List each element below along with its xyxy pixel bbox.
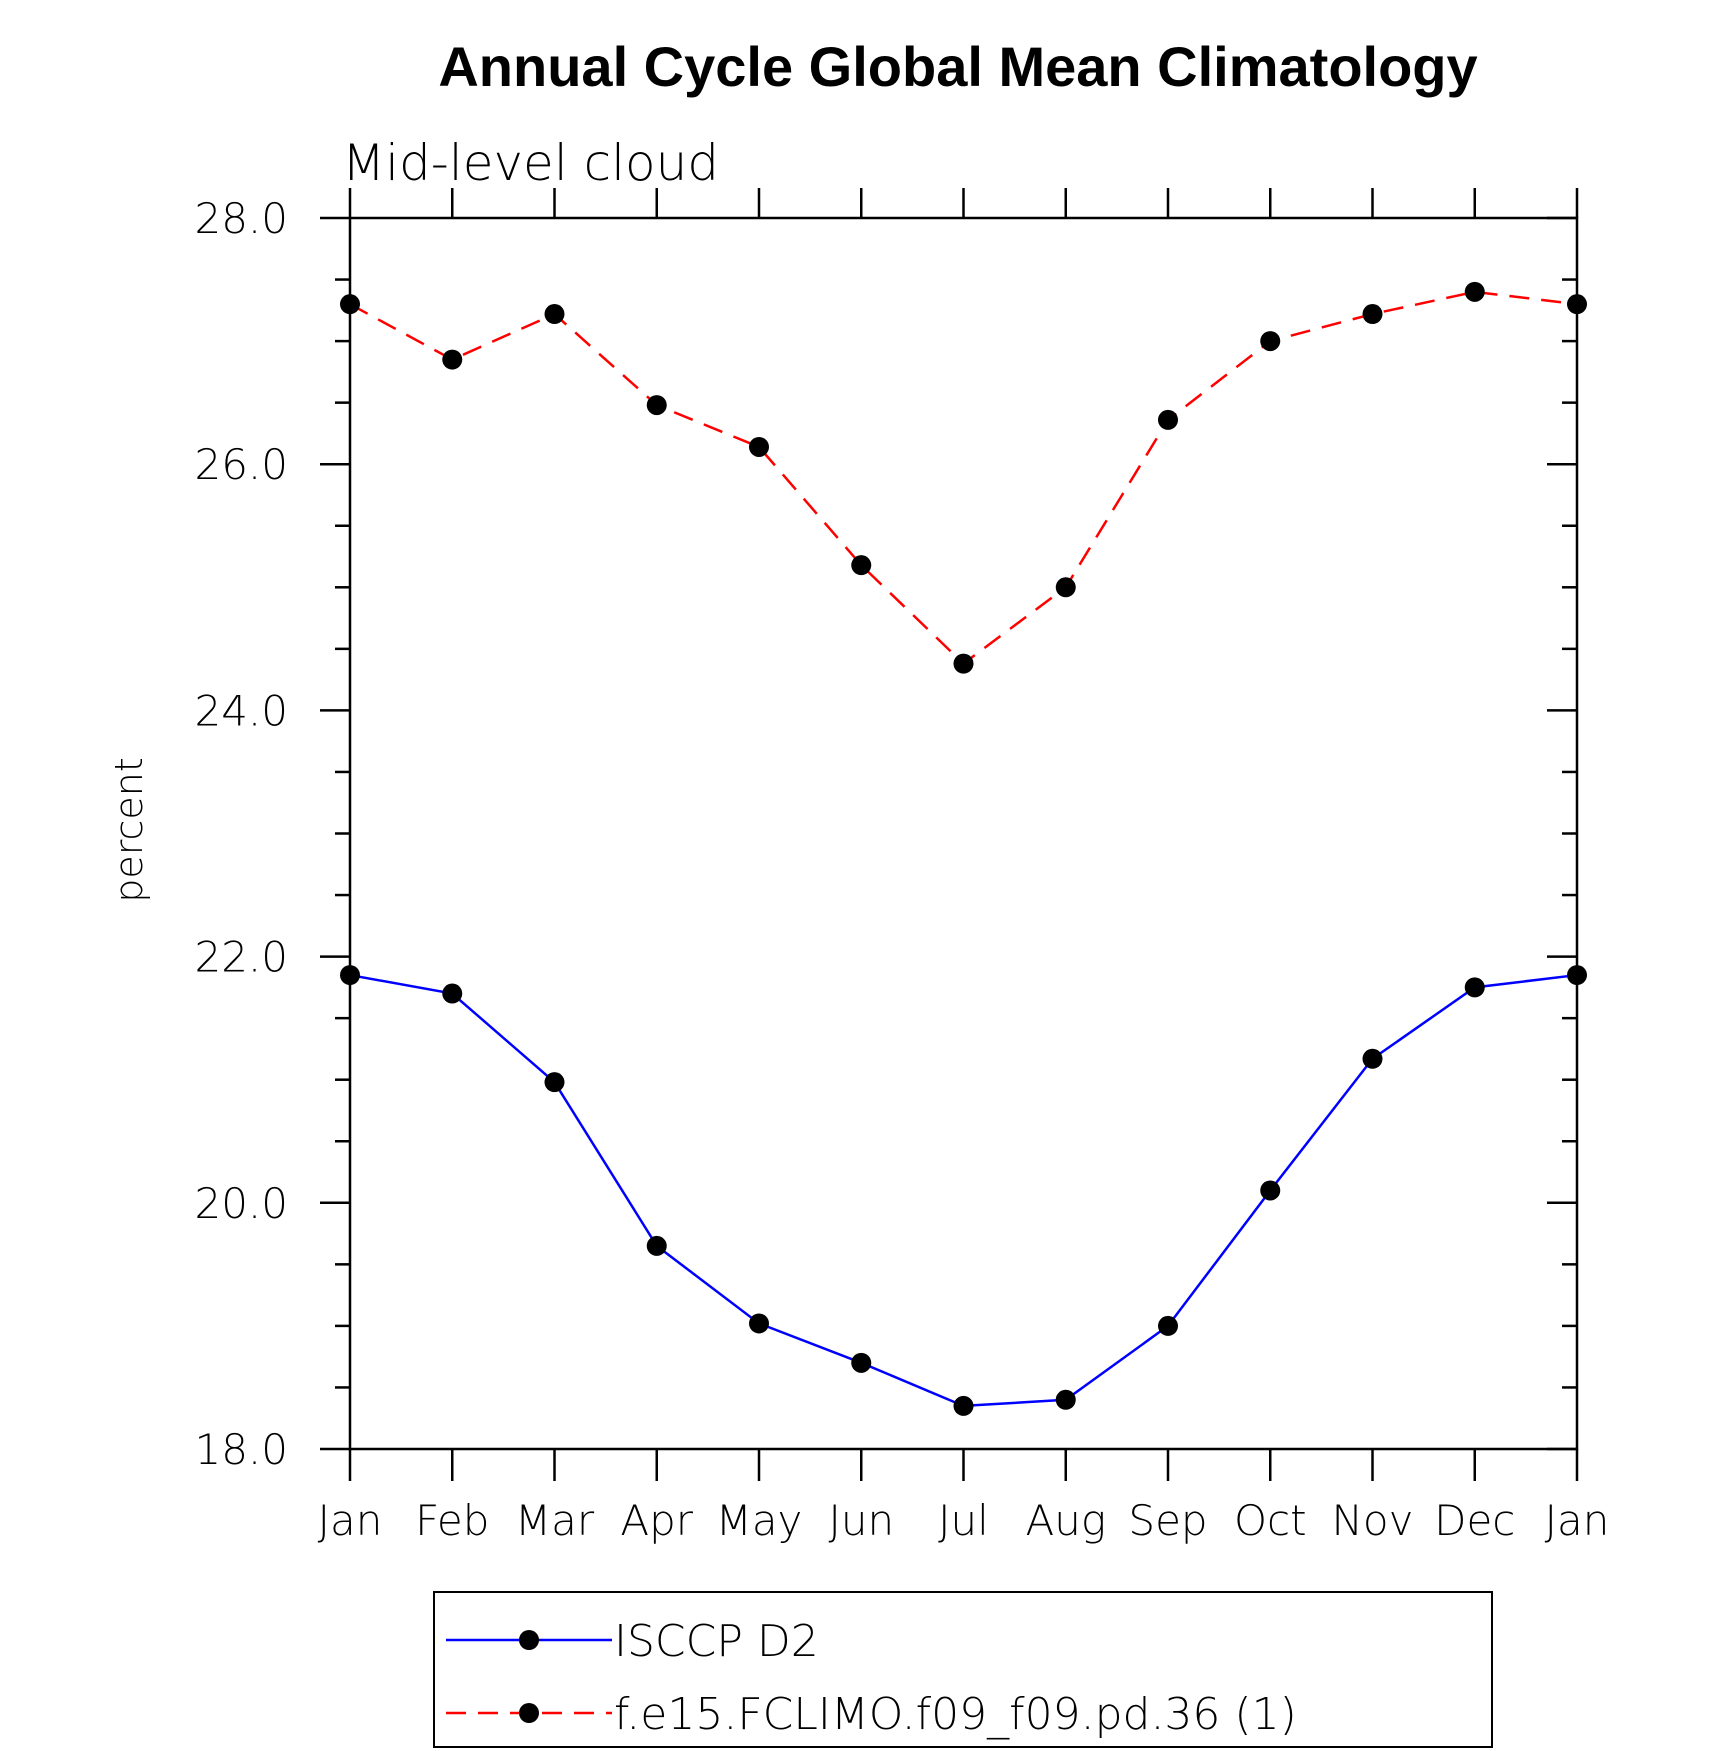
data-point <box>851 1352 872 1373</box>
legend-marker <box>519 1630 539 1650</box>
plot-series <box>340 281 1587 1416</box>
x-tick-label: Jul <box>938 1496 989 1545</box>
x-tick-label: Mar <box>515 1496 595 1545</box>
data-point <box>1158 409 1178 430</box>
data-point <box>851 555 872 576</box>
data-point <box>544 304 565 325</box>
x-tick-label: Apr <box>620 1496 693 1545</box>
data-point <box>544 1072 565 1093</box>
data-point <box>1362 304 1383 325</box>
x-tick-label: Dec <box>1434 1496 1515 1545</box>
data-point <box>1362 1048 1383 1069</box>
x-tick-label: Nov <box>1332 1496 1414 1545</box>
data-point <box>1464 977 1485 998</box>
data-point <box>340 294 360 315</box>
data-point <box>953 1395 974 1416</box>
legend-entry: f.e15.FCLIMO.f09_f09.pd.36 (1) <box>446 1689 1297 1740</box>
data-point <box>749 436 769 457</box>
legend-label: f.e15.FCLIMO.f09_f09.pd.36 (1) <box>614 1689 1297 1740</box>
x-tick-label: Sep <box>1128 1496 1207 1545</box>
x-tick-label: Aug <box>1025 1496 1106 1545</box>
chart-subtitle: Mid-level cloud <box>342 134 719 192</box>
data-point <box>442 349 463 370</box>
data-point <box>1260 1180 1281 1201</box>
axes <box>320 188 1579 1481</box>
data-point <box>1464 281 1485 302</box>
x-tick-label: Jan <box>318 1496 383 1545</box>
x-tick-label: Oct <box>1234 1496 1307 1545</box>
series-1 <box>340 965 1587 1416</box>
legend-entry: ISCCP D2 <box>446 1616 819 1667</box>
legend-label: ISCCP D2 <box>614 1616 819 1667</box>
y-axis-tick-labels: 18.0 20.0 22.0 24.0 26.0 28.0 <box>194 194 288 1474</box>
plot-frame <box>348 216 1579 1451</box>
data-point <box>1055 1389 1076 1410</box>
data-point <box>749 1313 769 1334</box>
data-point <box>1055 577 1076 598</box>
y-tick-label: 26.0 <box>194 440 288 489</box>
y-tick-label: 24.0 <box>194 686 288 735</box>
x-tick-label: May <box>716 1496 803 1545</box>
data-point <box>442 983 463 1004</box>
y-tick-label: 22.0 <box>194 933 288 982</box>
x-tick-label: Feb <box>415 1496 489 1545</box>
legend-entries: ISCCP D2 f.e15.FCLIMO.f09_f09.pd.36 (1) <box>446 1616 1297 1740</box>
y-axis-label: percent <box>107 757 151 903</box>
series-line <box>349 973 1578 1408</box>
x-axis-tick-labels: Jan Feb Mar Apr May Jun Jul Aug Sep Oct Nov Dec Jan <box>318 1496 1610 1545</box>
data-point <box>1567 965 1587 986</box>
series-line <box>349 290 1578 666</box>
series-2 <box>340 281 1587 674</box>
legend-marker <box>519 1703 539 1723</box>
data-point <box>1260 331 1281 352</box>
y-tick-label: 28.0 <box>194 194 288 243</box>
x-tick-label: Jun <box>828 1496 894 1545</box>
data-point <box>340 965 360 986</box>
chart-title: Annual Cycle Global Mean Climatology <box>438 35 1477 98</box>
x-tick-label: Jan <box>1545 1496 1610 1545</box>
legend-box <box>433 1591 1493 1748</box>
y-tick-label: 18.0 <box>194 1425 288 1474</box>
y-tick-label: 20.0 <box>194 1179 288 1228</box>
data-point <box>646 395 667 416</box>
data-point <box>953 653 974 674</box>
data-point <box>1158 1315 1178 1336</box>
data-point <box>1567 294 1587 315</box>
data-point <box>646 1235 667 1256</box>
legend: ISCCP D2 f.e15.FCLIMO.f09_f09.pd.36 (1) <box>433 1591 1493 1748</box>
